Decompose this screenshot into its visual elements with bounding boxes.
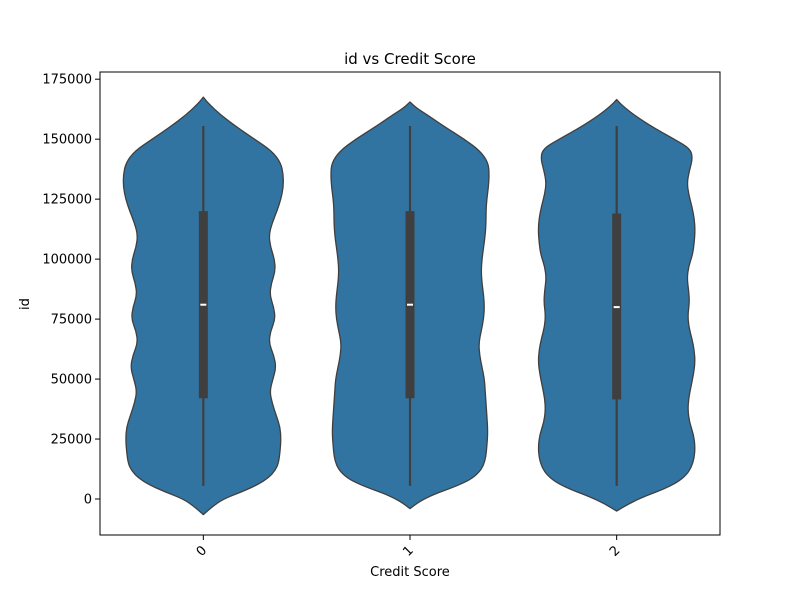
violins-layer <box>122 96 696 516</box>
y-tick-label: 75000 <box>51 313 92 328</box>
x-axis-label: Credit Score <box>370 565 450 580</box>
y-tick-label: 175000 <box>42 73 92 88</box>
y-tick-label: 50000 <box>51 373 92 388</box>
violin-group-2 <box>537 98 696 512</box>
chart-title: id vs Credit Score <box>344 50 476 68</box>
y-tick-label: 0 <box>84 493 92 508</box>
y-tick-label: 150000 <box>42 133 92 148</box>
violin-median-marker <box>407 303 413 306</box>
y-axis-ticks: 0 25000 50000 75000 100000 125000 150000 175000 <box>42 73 100 508</box>
y-tick-label: 100000 <box>42 253 92 268</box>
y-tick-label: 25000 <box>51 433 92 448</box>
violin-median-marker <box>200 303 207 306</box>
violin-median-marker <box>613 306 620 309</box>
violin-group-0 <box>122 96 284 516</box>
y-tick-label: 125000 <box>42 193 92 208</box>
violin-group-1 <box>330 101 490 510</box>
y-axis-label: id <box>18 298 33 310</box>
